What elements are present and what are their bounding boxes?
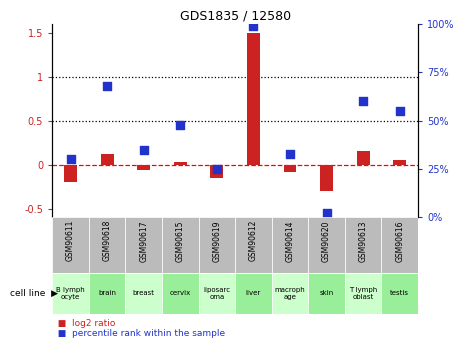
Text: brain: brain bbox=[98, 290, 116, 296]
Bar bbox=[125, 217, 162, 273]
Text: GSM90617: GSM90617 bbox=[139, 220, 148, 262]
Bar bbox=[199, 217, 235, 273]
Text: macroph
age: macroph age bbox=[275, 287, 305, 300]
Bar bbox=[357, 151, 370, 165]
Bar bbox=[162, 217, 199, 273]
Bar bbox=[52, 273, 89, 314]
Text: liposarc
oma: liposarc oma bbox=[203, 287, 230, 300]
Text: T lymph
oblast: T lymph oblast bbox=[349, 287, 377, 300]
Bar bbox=[284, 165, 296, 172]
Bar bbox=[381, 273, 418, 314]
Text: ■  percentile rank within the sample: ■ percentile rank within the sample bbox=[52, 329, 225, 338]
Text: cervix: cervix bbox=[170, 290, 191, 296]
Bar bbox=[345, 217, 381, 273]
Point bbox=[250, 23, 257, 29]
Text: GSM90612: GSM90612 bbox=[249, 220, 258, 262]
Bar bbox=[174, 162, 187, 165]
Bar bbox=[137, 165, 150, 170]
Bar bbox=[272, 273, 308, 314]
Bar bbox=[125, 273, 162, 314]
Text: testis: testis bbox=[390, 290, 409, 296]
Point bbox=[176, 122, 184, 127]
Bar bbox=[345, 273, 381, 314]
Bar bbox=[235, 217, 272, 273]
Text: GSM90613: GSM90613 bbox=[359, 220, 368, 262]
Point bbox=[360, 99, 367, 104]
Bar bbox=[272, 217, 308, 273]
Point bbox=[66, 157, 74, 162]
Bar bbox=[101, 154, 114, 165]
Bar bbox=[308, 217, 345, 273]
Point bbox=[396, 108, 403, 114]
Bar bbox=[247, 33, 260, 165]
Text: liver: liver bbox=[246, 290, 261, 296]
Text: GSM90619: GSM90619 bbox=[212, 220, 221, 262]
Point bbox=[213, 166, 220, 172]
Text: GSM90618: GSM90618 bbox=[103, 220, 112, 262]
Point bbox=[323, 211, 331, 216]
Bar bbox=[199, 273, 235, 314]
Bar bbox=[320, 165, 333, 191]
Text: GSM90620: GSM90620 bbox=[322, 220, 331, 262]
Point bbox=[103, 83, 111, 89]
Text: skin: skin bbox=[319, 290, 333, 296]
Text: B lymph
ocyte: B lymph ocyte bbox=[56, 287, 85, 300]
Text: GSM90616: GSM90616 bbox=[395, 220, 404, 262]
Bar bbox=[89, 217, 125, 273]
Bar bbox=[64, 165, 77, 182]
Bar bbox=[381, 217, 418, 273]
Bar bbox=[52, 217, 89, 273]
Bar bbox=[235, 273, 272, 314]
Point bbox=[140, 147, 147, 152]
Bar bbox=[162, 273, 199, 314]
Text: breast: breast bbox=[133, 290, 155, 296]
Point bbox=[286, 151, 294, 156]
Text: ■  log2 ratio: ■ log2 ratio bbox=[52, 319, 115, 328]
Text: GSM90611: GSM90611 bbox=[66, 220, 75, 262]
Bar bbox=[89, 273, 125, 314]
Text: cell line  ▶: cell line ▶ bbox=[10, 289, 57, 298]
Text: GSM90615: GSM90615 bbox=[176, 220, 185, 262]
Bar bbox=[210, 165, 223, 178]
Bar bbox=[308, 273, 345, 314]
Text: GSM90614: GSM90614 bbox=[285, 220, 294, 262]
Bar bbox=[393, 160, 406, 165]
Title: GDS1835 / 12580: GDS1835 / 12580 bbox=[180, 10, 291, 23]
